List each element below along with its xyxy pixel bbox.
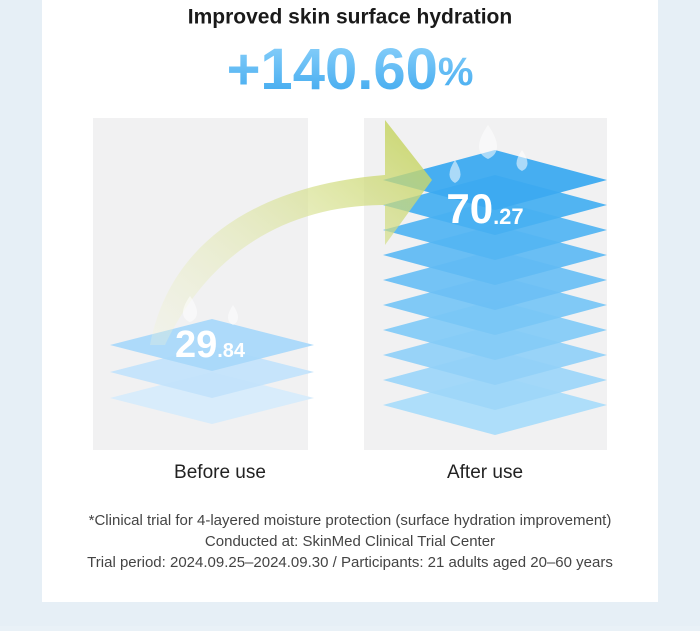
layer [110,346,314,398]
drop [479,125,497,159]
panel-label: After use [447,462,523,483]
layers [110,150,607,435]
drop [449,160,461,183]
value-decimal: .84 [217,340,246,362]
headline-number: +140.60 [227,37,438,102]
layer [383,150,607,210]
value-decimal: .27 [493,204,524,229]
before-value: 29.84 [175,324,246,366]
footnote: Trial period: 2024.09.25–2024.09.30 / Pa… [87,554,613,571]
headline: +140.60% [227,37,474,102]
drop [228,305,238,325]
footnote: *Clinical trial for 4-layered moisture p… [89,512,612,529]
panel-label: Before use [174,462,266,483]
title: Improved skin surface hydration [188,6,512,29]
drop [516,150,528,171]
after-value: 70.27 [446,185,523,232]
footnote: Conducted at: SkinMed Clinical Trial Cen… [205,533,495,550]
drops [183,125,528,325]
headline-unit: % [438,50,474,94]
value-whole: 29 [175,324,217,366]
value-whole: 70 [446,185,493,232]
drop [183,296,197,322]
